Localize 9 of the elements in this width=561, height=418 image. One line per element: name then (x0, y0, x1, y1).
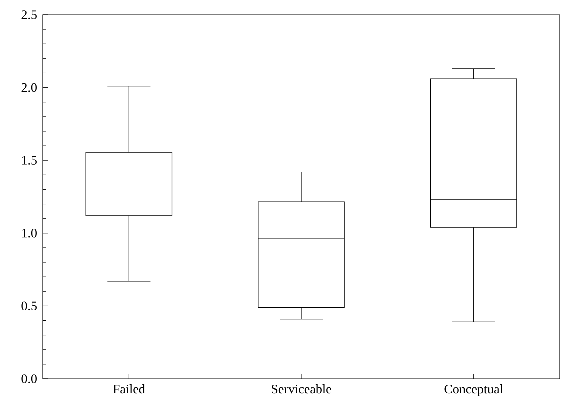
y-tick-label: 1.5 (22, 156, 37, 165)
x-tick-label: Conceptual (444, 384, 504, 396)
y-tick-label: 2.5 (22, 10, 37, 20)
x-tick-label: Serviceable (272, 384, 332, 394)
x-tick-label: Failed (113, 384, 146, 394)
y-tick-label: 2.0 (22, 83, 37, 92)
y-tick-label: 1.0 (22, 228, 37, 238)
y-tick-label: 0.5 (22, 302, 37, 311)
y-tick-label: 0.0 (22, 374, 37, 384)
